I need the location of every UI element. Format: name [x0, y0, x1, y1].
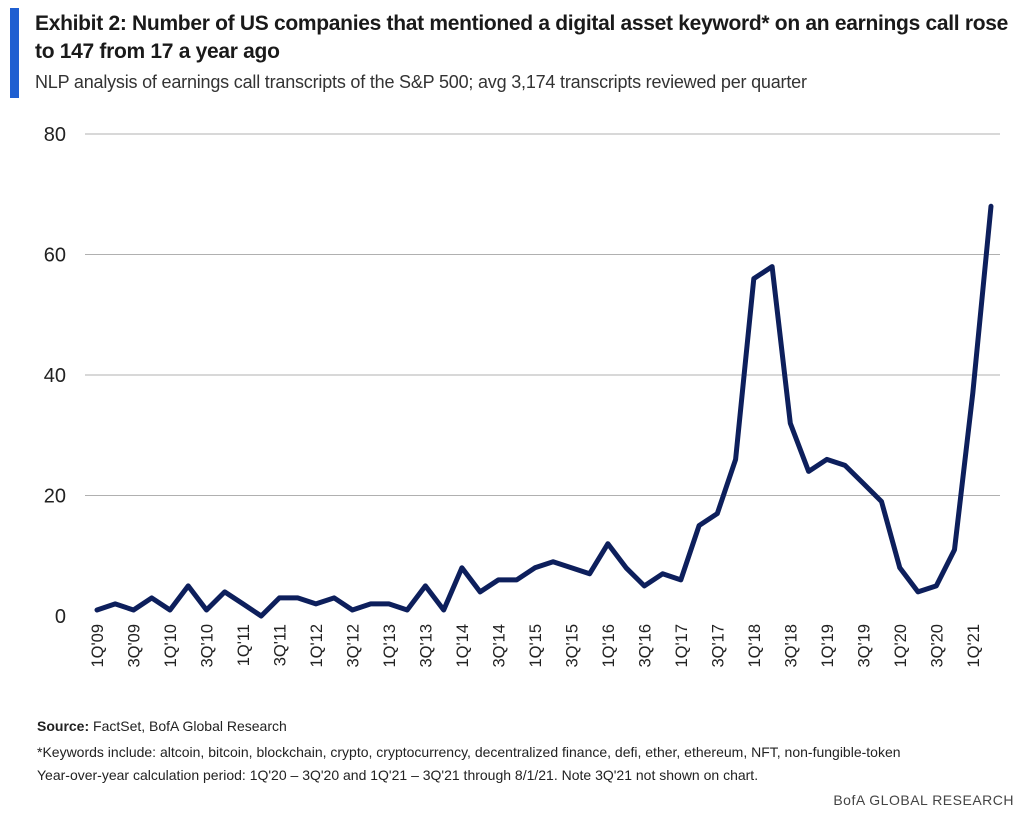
- x-tick-label: 1Q'17: [673, 624, 691, 668]
- source-text: FactSet, BofA Global Research: [93, 718, 287, 734]
- x-tick-label: 1Q'12: [308, 624, 326, 668]
- source-label: Source:: [37, 718, 90, 734]
- x-tick-label: 3Q'19: [855, 624, 873, 668]
- line-chart: 0 20 40 60 80 1Q'09 3Q'09 1Q'10 3Q'10 1Q'11 3Q'11 1…: [44, 124, 1000, 668]
- period-note: Year-over-year calculation period: 1Q'20…: [37, 767, 759, 783]
- x-tick-label: 3Q'20: [928, 624, 946, 668]
- source-line: Source: FactSet, BofA Global Research: [37, 718, 287, 734]
- x-tick-label: 3Q'15: [563, 624, 581, 668]
- y-tick-label: 20: [44, 486, 66, 508]
- chart-title: Exhibit 2: Number of US companies that m…: [35, 12, 1009, 63]
- accent-bar: [10, 8, 19, 98]
- y-tick-label: 80: [44, 124, 66, 146]
- x-tick-label: 1Q'20: [892, 624, 910, 668]
- x-tick-label: 1Q'19: [819, 624, 837, 668]
- y-tick-label: 0: [55, 606, 66, 628]
- x-tick-label: 1Q'13: [381, 624, 399, 668]
- x-tick-label: 1Q'21: [965, 624, 983, 668]
- chart-subtitle: NLP analysis of earnings call transcript…: [35, 72, 807, 92]
- y-tick-label: 40: [44, 365, 66, 387]
- x-tick-label: 1Q'18: [746, 624, 764, 668]
- x-tick-label: 3Q'13: [417, 624, 435, 668]
- x-tick-label: 1Q'10: [162, 624, 180, 668]
- x-tick-label: 1Q'15: [527, 624, 545, 668]
- x-tick-label: 3Q'10: [198, 624, 216, 668]
- series-line: [94, 203, 994, 619]
- x-tick-label: 1Q'16: [600, 624, 618, 668]
- x-tick-label: 1Q'11: [235, 624, 253, 666]
- x-tick-label: 3Q'09: [125, 624, 143, 668]
- x-tick-label: 3Q'16: [636, 624, 654, 668]
- brand-label: BofA GLOBAL RESEARCH: [833, 792, 1014, 808]
- x-tick-label: 3Q'12: [344, 624, 362, 668]
- x-tick-label: 3Q'17: [709, 624, 727, 668]
- x-tick-label: 1Q'14: [454, 624, 472, 668]
- keywords-note: *Keywords include: altcoin, bitcoin, blo…: [37, 744, 901, 760]
- x-tick-label: 3Q'11: [271, 624, 289, 666]
- x-tick-label: 3Q'14: [490, 624, 508, 668]
- x-tick-label: 3Q'18: [782, 624, 800, 668]
- x-tick-label: 1Q'09: [89, 624, 107, 668]
- y-tick-label: 60: [44, 245, 66, 267]
